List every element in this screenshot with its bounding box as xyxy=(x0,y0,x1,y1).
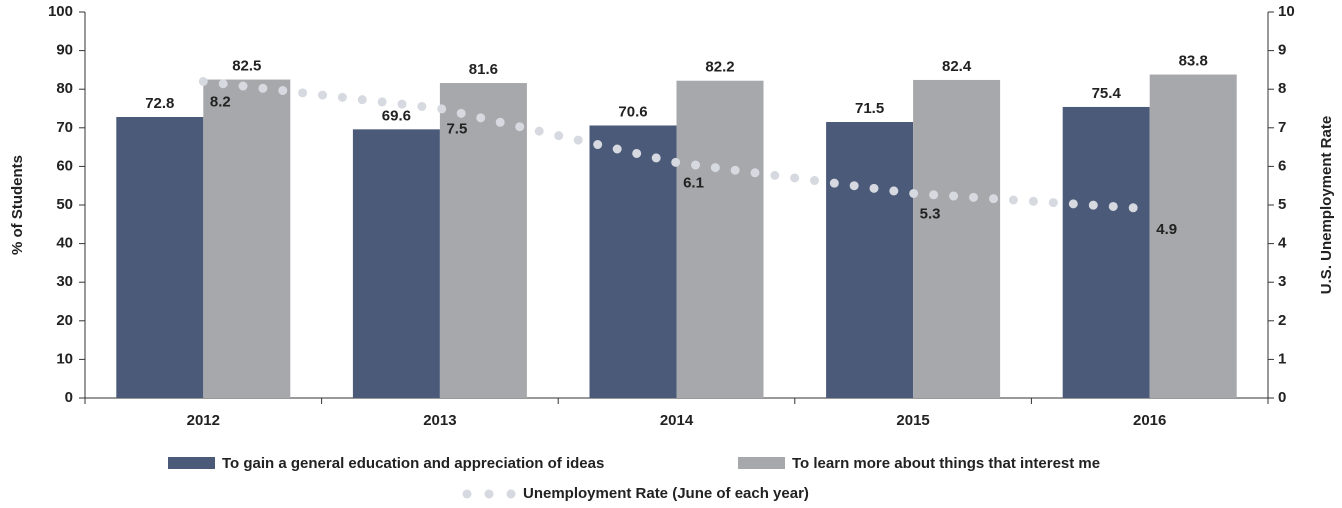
y2-tick-label: 5 xyxy=(1278,196,1286,213)
y-tick-label: 10 xyxy=(56,350,73,367)
bar-label: 82.4 xyxy=(942,58,972,75)
line-label: 7.5 xyxy=(446,120,467,137)
line-label: 4.9 xyxy=(1156,221,1177,238)
line-label: 5.3 xyxy=(920,205,941,222)
bar-label: 75.4 xyxy=(1092,85,1122,102)
y-tick-label: 0 xyxy=(65,389,73,406)
y-tick-label: 90 xyxy=(56,42,73,59)
y-tick-label: 20 xyxy=(56,312,73,329)
y-tick-label: 50 xyxy=(56,196,73,213)
legend-swatch xyxy=(738,457,785,469)
y-tick-label: 40 xyxy=(56,235,73,252)
x-tick-label: 2016 xyxy=(1133,412,1166,429)
bar-label: 83.8 xyxy=(1179,53,1208,70)
bar xyxy=(203,79,291,399)
bar xyxy=(676,80,764,398)
bar-label: 81.6 xyxy=(469,61,498,78)
y2-tick-label: 2 xyxy=(1278,312,1286,329)
y2-tick-label: 0 xyxy=(1278,389,1286,406)
y-tick-label: 30 xyxy=(56,273,73,290)
bar-label: 82.5 xyxy=(232,58,261,75)
legend-swatch xyxy=(462,489,472,499)
x-tick-label: 2015 xyxy=(896,412,929,429)
y-tick-label: 70 xyxy=(56,119,73,136)
legend-label: Unemployment Rate (June of each year) xyxy=(523,485,809,502)
legend-label: To gain a general education and apprecia… xyxy=(222,455,604,472)
y-tick-label: 100 xyxy=(48,3,73,20)
y2-tick-label: 9 xyxy=(1278,42,1286,59)
bar xyxy=(589,125,677,398)
x-tick-label: 2014 xyxy=(660,412,694,429)
y2-tick-label: 6 xyxy=(1278,157,1286,174)
bar-label: 69.6 xyxy=(382,107,411,124)
bar xyxy=(116,116,204,398)
y2-tick-label: 4 xyxy=(1278,235,1287,252)
x-tick-label: 2012 xyxy=(187,412,220,429)
line-label: 6.1 xyxy=(683,175,704,192)
bar xyxy=(439,83,527,399)
y2-tick-label: 3 xyxy=(1278,273,1286,290)
y-axis-title: % of Students xyxy=(9,155,26,255)
bar-label: 72.8 xyxy=(145,95,174,112)
y2-tick-label: 10 xyxy=(1278,3,1295,20)
line xyxy=(198,76,1155,214)
y2-tick-label: 8 xyxy=(1278,80,1286,97)
bar-label: 71.5 xyxy=(855,100,884,117)
y2-tick-label: 1 xyxy=(1278,350,1286,367)
y-tick-label: 80 xyxy=(56,80,73,97)
bar-label: 82.2 xyxy=(705,59,734,76)
bar xyxy=(913,79,1001,398)
bar xyxy=(1149,74,1237,399)
y-tick-label: 60 xyxy=(56,157,73,174)
bar xyxy=(826,122,914,398)
legend-swatch xyxy=(168,457,215,469)
y2-tick-label: 7 xyxy=(1278,119,1286,136)
legend-swatch xyxy=(506,489,516,499)
legend-swatch xyxy=(484,489,494,499)
legend-label: To learn more about things that interest… xyxy=(792,455,1100,472)
line-label: 8.2 xyxy=(210,93,231,110)
bar-label: 70.6 xyxy=(618,103,647,120)
x-tick-label: 2013 xyxy=(423,412,456,429)
bar xyxy=(1062,106,1150,399)
bar xyxy=(352,129,440,398)
y2-axis-title: U.S. Unemployment Rate xyxy=(1318,116,1335,294)
